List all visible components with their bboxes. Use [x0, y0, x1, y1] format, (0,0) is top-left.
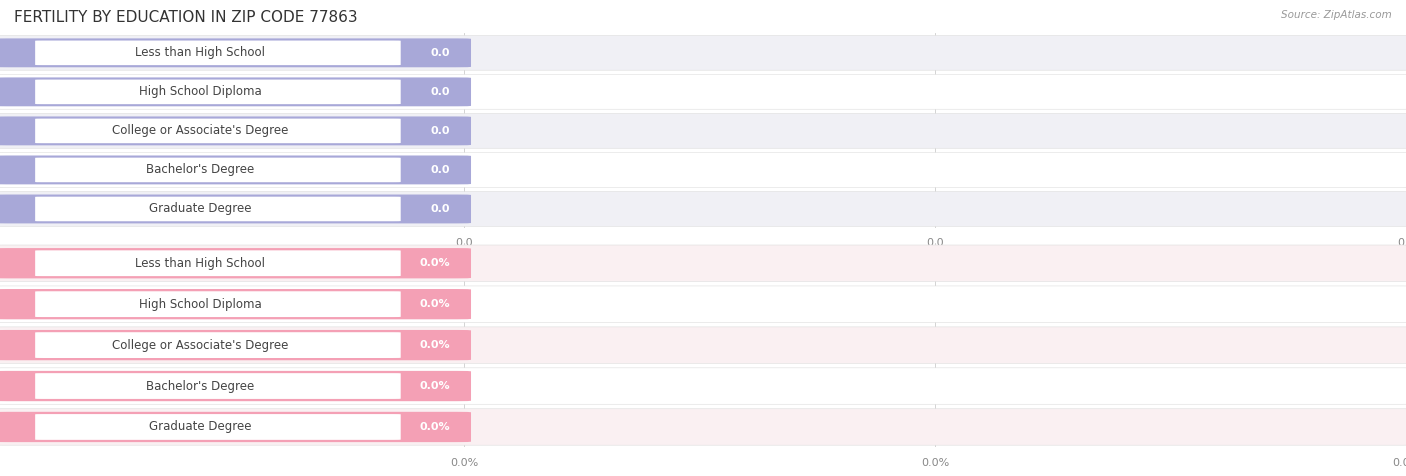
Text: High School Diploma: High School Diploma	[139, 298, 262, 311]
FancyBboxPatch shape	[0, 36, 1406, 70]
FancyBboxPatch shape	[0, 330, 471, 360]
Text: 0.0: 0.0	[430, 87, 450, 97]
Text: Bachelor's Degree: Bachelor's Degree	[146, 379, 254, 393]
Text: 0.0: 0.0	[430, 48, 450, 58]
Text: 0.0%: 0.0%	[419, 299, 450, 309]
Text: Graduate Degree: Graduate Degree	[149, 420, 252, 434]
FancyBboxPatch shape	[0, 39, 471, 67]
FancyBboxPatch shape	[35, 414, 401, 440]
FancyBboxPatch shape	[35, 158, 401, 182]
Text: College or Associate's Degree: College or Associate's Degree	[112, 338, 288, 352]
Text: College or Associate's Degree: College or Associate's Degree	[112, 124, 288, 138]
FancyBboxPatch shape	[0, 289, 471, 319]
Text: Source: ZipAtlas.com: Source: ZipAtlas.com	[1281, 10, 1392, 20]
FancyBboxPatch shape	[0, 371, 471, 401]
Text: Graduate Degree: Graduate Degree	[149, 202, 252, 216]
FancyBboxPatch shape	[0, 192, 1406, 226]
FancyBboxPatch shape	[35, 197, 401, 221]
FancyBboxPatch shape	[35, 332, 401, 358]
Text: 0.0%: 0.0%	[419, 381, 450, 391]
Text: 0.0: 0.0	[430, 126, 450, 136]
Text: 0.0: 0.0	[456, 238, 472, 248]
FancyBboxPatch shape	[35, 250, 401, 276]
Text: Bachelor's Degree: Bachelor's Degree	[146, 163, 254, 177]
FancyBboxPatch shape	[0, 78, 471, 106]
Text: 0.0: 0.0	[430, 204, 450, 214]
FancyBboxPatch shape	[0, 248, 471, 278]
Text: 0.0: 0.0	[927, 238, 943, 248]
Text: High School Diploma: High School Diploma	[139, 85, 262, 99]
FancyBboxPatch shape	[0, 117, 471, 145]
FancyBboxPatch shape	[35, 291, 401, 317]
FancyBboxPatch shape	[35, 373, 401, 399]
FancyBboxPatch shape	[0, 409, 1406, 445]
FancyBboxPatch shape	[0, 412, 471, 442]
Text: FERTILITY BY EDUCATION IN ZIP CODE 77863: FERTILITY BY EDUCATION IN ZIP CODE 77863	[14, 10, 357, 25]
FancyBboxPatch shape	[0, 245, 1406, 281]
FancyBboxPatch shape	[0, 286, 1406, 322]
FancyBboxPatch shape	[0, 75, 1406, 109]
Text: Less than High School: Less than High School	[135, 46, 266, 60]
FancyBboxPatch shape	[0, 153, 1406, 187]
Text: Less than High School: Less than High School	[135, 257, 266, 270]
FancyBboxPatch shape	[0, 156, 471, 184]
FancyBboxPatch shape	[35, 79, 401, 104]
FancyBboxPatch shape	[35, 40, 401, 65]
Text: 0.0%: 0.0%	[419, 422, 450, 432]
FancyBboxPatch shape	[0, 368, 1406, 404]
Text: 0.0%: 0.0%	[419, 258, 450, 268]
Text: 0.0%: 0.0%	[419, 340, 450, 350]
Text: 0.0%: 0.0%	[921, 458, 949, 468]
FancyBboxPatch shape	[0, 195, 471, 223]
Text: 0.0: 0.0	[1398, 238, 1406, 248]
FancyBboxPatch shape	[0, 327, 1406, 363]
Text: 0.0: 0.0	[430, 165, 450, 175]
FancyBboxPatch shape	[35, 119, 401, 143]
Text: 0.0%: 0.0%	[450, 458, 478, 468]
FancyBboxPatch shape	[0, 114, 1406, 148]
Text: 0.0%: 0.0%	[1392, 458, 1406, 468]
